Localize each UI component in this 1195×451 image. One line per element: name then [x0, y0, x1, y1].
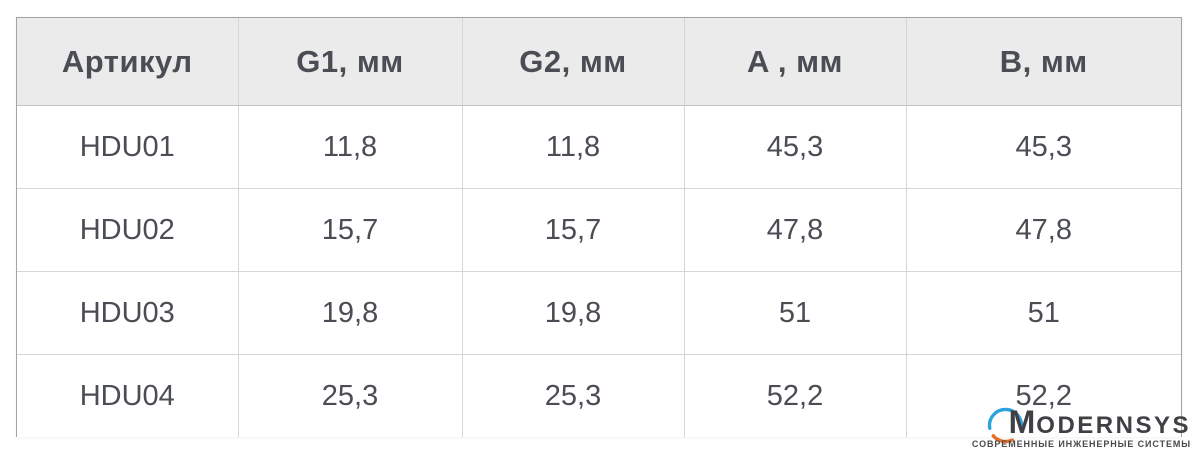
logo-rest: ODERNSYS — [1036, 412, 1191, 439]
g1-cell: 15,7 — [237, 188, 463, 272]
table-row: HDU03 19,8 19,8 51 51 — [17, 271, 1181, 355]
g1-cell: 25,3 — [237, 354, 463, 437]
a-cell: 47,8 — [683, 188, 907, 272]
b-cell: 47,8 — [905, 188, 1181, 272]
logo-text: MODERNSYS СОВРЕМЕННЫЕ ИНЖЕНЕРНЫЕ СИСТЕМЫ — [972, 406, 1191, 449]
article-cell: HDU01 — [17, 105, 239, 189]
g1-cell: 11,8 — [237, 105, 463, 189]
modernsys-circle-icon — [987, 407, 1024, 444]
article-cell: HDU03 — [17, 271, 239, 355]
a-cell: 45,3 — [683, 105, 907, 189]
modernsys-logo: MODERNSYS СОВРЕМЕННЫЕ ИНЖЕНЕРНЫЕ СИСТЕМЫ — [972, 399, 1192, 449]
b-cell: 52,2 — [905, 354, 1181, 437]
column-header-b: B, мм — [905, 18, 1181, 106]
logo-arc-orange — [991, 434, 1014, 444]
table-row: HDU04 25,3 25,3 52,2 52,2 — [17, 354, 1181, 437]
article-cell: HDU02 — [17, 188, 239, 272]
g1-cell: 19,8 — [237, 271, 463, 355]
g2-cell: 19,8 — [461, 271, 685, 355]
header-row: Артикул G1, мм G2, мм A , мм B, мм — [17, 18, 1181, 106]
spec-table: Артикул G1, мм G2, мм A , мм B, мм HDU01… — [16, 17, 1182, 437]
g2-cell: 15,7 — [461, 188, 685, 272]
table-row: HDU02 15,7 15,7 47,8 47,8 — [17, 188, 1181, 272]
column-header-g2: G2, мм — [461, 18, 685, 106]
column-header-g1: G1, мм — [237, 18, 463, 106]
b-cell: 51 — [905, 271, 1181, 355]
spec-table-grid: Артикул G1, мм G2, мм A , мм B, мм HDU01… — [17, 18, 1181, 437]
a-cell: 51 — [683, 271, 907, 355]
article-cell: HDU04 — [17, 354, 239, 437]
table-row: HDU01 11,8 11,8 45,3 45,3 — [17, 105, 1181, 189]
column-header-article: Артикул — [17, 18, 239, 106]
a-cell: 52,2 — [683, 354, 907, 437]
logo-wordmark: MODERNSYS — [972, 406, 1191, 438]
logo-arc-blue — [987, 407, 1024, 430]
column-header-a: A , мм — [683, 18, 907, 106]
logo-initial: M — [1008, 404, 1037, 440]
logo-tagline: СОВРЕМЕННЫЕ ИНЖЕНЕРНЫЕ СИСТЕМЫ — [971, 439, 1191, 449]
g2-cell: 25,3 — [461, 354, 685, 437]
g2-cell: 11,8 — [461, 105, 685, 189]
b-cell: 45,3 — [905, 105, 1181, 189]
